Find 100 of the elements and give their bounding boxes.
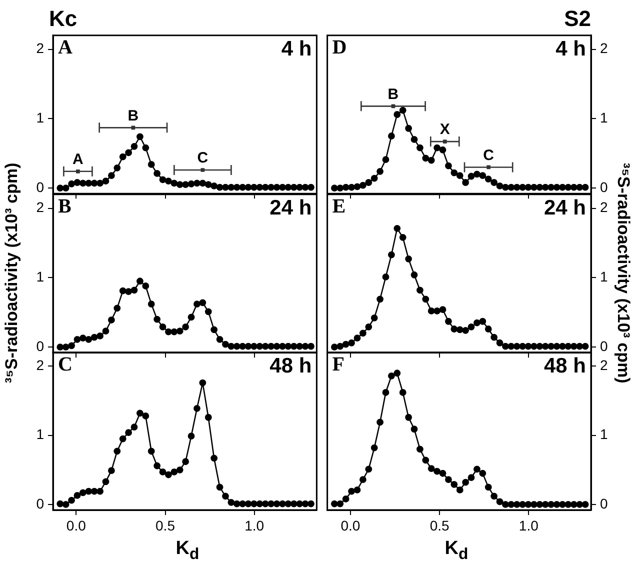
point [130, 286, 138, 294]
point [410, 136, 418, 143]
point [194, 404, 200, 412]
point [445, 162, 452, 170]
point [553, 342, 560, 350]
point [376, 296, 384, 303]
point [570, 501, 578, 508]
point [456, 486, 464, 494]
point [68, 180, 75, 188]
annotation: C [58, 354, 72, 376]
point [68, 496, 75, 504]
point [74, 492, 81, 499]
point [96, 180, 104, 187]
point [199, 379, 206, 386]
point [176, 466, 184, 474]
y-tick-label: 1 [600, 268, 608, 285]
point [244, 184, 252, 191]
point [442, 140, 447, 144]
x-axis-title: K$_{d}$ [174, 538, 200, 564]
point [90, 334, 98, 341]
point [348, 488, 355, 495]
point [439, 470, 446, 477]
point [62, 344, 70, 350]
point [399, 106, 406, 114]
annotation: 24 h [270, 196, 312, 220]
point [284, 500, 292, 508]
point [536, 501, 544, 508]
point [416, 446, 424, 453]
point [365, 466, 372, 473]
point [564, 184, 572, 191]
annotation: B [128, 107, 139, 124]
point [336, 184, 344, 192]
point [370, 174, 378, 182]
point [102, 478, 110, 486]
y-tick-label: 1 [600, 110, 608, 126]
point [74, 336, 81, 343]
point [496, 182, 504, 190]
point [79, 334, 86, 342]
point [484, 484, 492, 491]
point [564, 501, 572, 508]
point [370, 444, 378, 452]
point [62, 184, 70, 192]
point [268, 184, 275, 191]
point [388, 372, 395, 380]
point [62, 501, 70, 508]
point [474, 319, 480, 326]
point [102, 178, 110, 185]
point [79, 489, 86, 496]
point [199, 180, 206, 187]
point [108, 172, 115, 180]
point [530, 342, 538, 350]
point [410, 271, 418, 278]
point [279, 184, 286, 191]
point [519, 342, 526, 350]
point [490, 492, 498, 500]
point [330, 500, 338, 508]
point [542, 184, 549, 191]
point [284, 184, 292, 191]
point [114, 164, 121, 172]
point [382, 389, 390, 396]
x-tick-label: 0.5 [156, 517, 176, 534]
point [542, 501, 549, 508]
point [405, 414, 412, 421]
point [250, 500, 258, 508]
point [136, 278, 144, 285]
point [256, 184, 264, 191]
point [508, 184, 515, 191]
point [445, 318, 452, 325]
annotation: C [483, 146, 494, 164]
point [450, 169, 458, 176]
point [210, 326, 218, 334]
point [474, 170, 480, 178]
y-tick-label: 0 [600, 495, 608, 512]
point [290, 184, 298, 191]
point [170, 468, 178, 476]
point [456, 326, 464, 334]
point [130, 142, 138, 150]
y-tick-label: 2 [36, 357, 44, 374]
point [90, 488, 98, 495]
point [548, 342, 555, 350]
point [308, 184, 314, 191]
point [450, 326, 458, 332]
point [479, 470, 486, 477]
y-axis-title: ³⁵S-radioactivity (x10³ cpm) [2, 162, 22, 384]
point [188, 180, 195, 188]
point [394, 224, 401, 232]
point [74, 179, 81, 186]
annotation: D [332, 36, 347, 59]
point [508, 342, 515, 350]
point [359, 476, 366, 484]
point [290, 500, 298, 508]
point [342, 495, 350, 502]
point [348, 339, 355, 346]
y-tick-label: 0 [600, 338, 608, 354]
point [256, 500, 264, 508]
y-tick-label: 2 [36, 40, 44, 56]
y-tick-label: 0 [600, 178, 608, 195]
point [233, 342, 240, 350]
point [370, 314, 378, 322]
annotation: 24 h [544, 196, 586, 220]
